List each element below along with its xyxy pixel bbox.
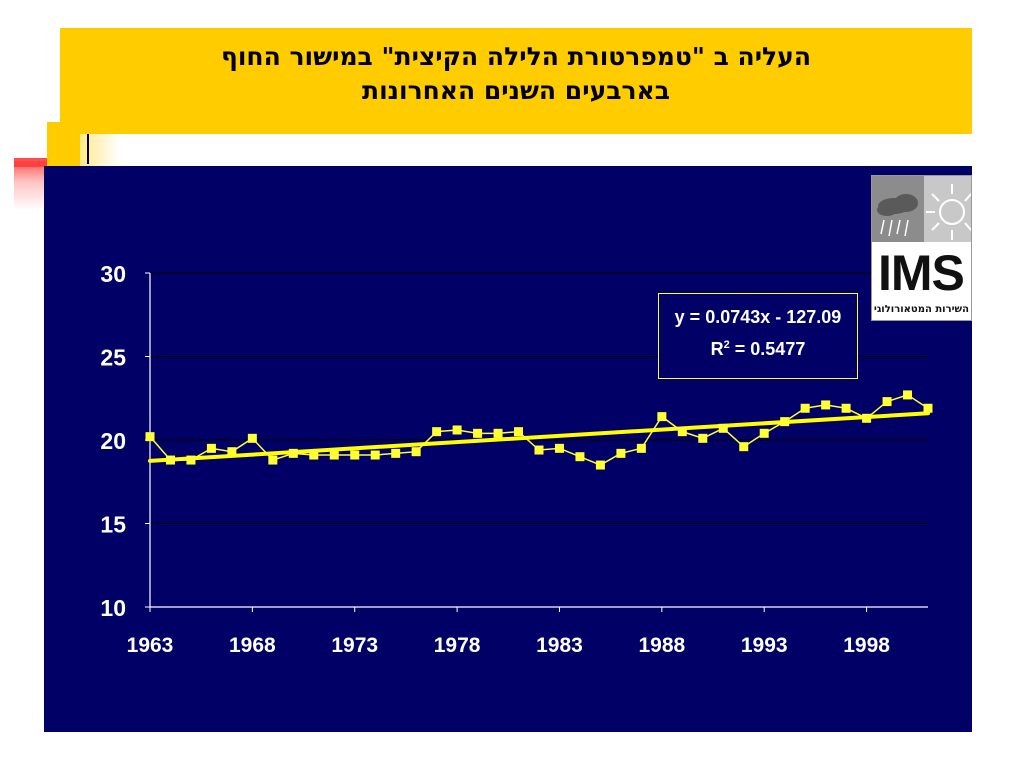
data-point-1978 — [452, 425, 462, 435]
data-point-1971 — [309, 450, 319, 460]
data-point-1986 — [616, 448, 626, 458]
data-point-1980 — [493, 428, 503, 438]
data-point-1963 — [145, 432, 155, 442]
data-point-1995 — [800, 403, 810, 413]
data-point-1987 — [636, 443, 646, 453]
data-point-1999 — [882, 397, 892, 407]
x-tick-label: 1978 — [434, 634, 481, 657]
data-point-1998 — [862, 413, 872, 423]
data-point-1974 — [370, 450, 380, 460]
data-point-1981 — [514, 427, 524, 437]
x-tick-label: 1973 — [331, 634, 378, 657]
data-point-1990 — [698, 433, 708, 443]
data-point-1967 — [227, 447, 237, 457]
data-point-1966 — [206, 443, 216, 453]
data-point-1979 — [473, 428, 483, 438]
regression-equation: y = 0.0743x - 127.09 — [674, 307, 842, 327]
weather-icon — [872, 176, 971, 242]
decorative-accent-fade — [80, 134, 120, 166]
data-point-1983 — [554, 443, 564, 453]
trendline — [148, 411, 930, 463]
data-point-1964 — [165, 455, 175, 465]
r-squared-value: = 0.5477 — [729, 339, 806, 359]
title-line-1: העליה ב "טמפרטורת הלילה הקיצית" במישור ה… — [220, 42, 811, 71]
x-tick-label: 1983 — [536, 634, 583, 657]
ims-logo: IMS השירות המטאורולוגי — [871, 175, 972, 321]
data-point-1997 — [841, 403, 851, 413]
data-point-1994 — [780, 417, 790, 427]
series-line — [149, 394, 929, 466]
r-squared-prefix: R — [710, 339, 724, 359]
data-point-1993 — [759, 428, 769, 438]
title-line-2: בארבעים השנים האחרונות — [362, 76, 670, 105]
decorative-accent-red-bar — [14, 161, 76, 167]
data-point-1992 — [739, 442, 749, 452]
x-tick-label: 1988 — [638, 634, 685, 657]
data-point-1989 — [677, 427, 687, 437]
data-point-2001 — [923, 403, 933, 413]
x-tick-label: 1998 — [843, 634, 890, 657]
data-point-1973 — [350, 450, 360, 460]
y-tick-label: 25 — [100, 345, 126, 371]
data-point-1976 — [411, 447, 421, 457]
slide-title: העליה ב "טמפרטורת הלילה הקיצית" במישור ה… — [60, 28, 972, 134]
x-tick-label: 1968 — [229, 634, 276, 657]
data-point-1996 — [821, 400, 831, 410]
logo-text: IMS — [878, 245, 965, 301]
data-point-1975 — [391, 448, 401, 458]
regression-equation-box: y = 0.0743x - 127.09 R2 = 0.5477 — [658, 293, 858, 379]
r-squared: R2 = 0.5477 — [659, 338, 857, 360]
data-point-1969 — [268, 455, 278, 465]
data-point-1982 — [534, 445, 544, 455]
chart-panel — [44, 166, 972, 732]
data-point-1985 — [595, 460, 605, 470]
y-tick-label: 10 — [100, 595, 126, 621]
data-point-2000 — [903, 390, 913, 400]
data-point-1965 — [186, 455, 196, 465]
data-point-1972 — [329, 450, 339, 460]
data-point-1977 — [432, 427, 442, 437]
decorative-accent-tick — [87, 134, 89, 164]
data-point-1970 — [288, 448, 298, 458]
data-point-1991 — [718, 423, 728, 433]
data-point-1988 — [657, 412, 667, 422]
data-point-1968 — [247, 433, 257, 443]
x-tick-label: 1963 — [127, 634, 174, 657]
y-tick-label: 30 — [100, 261, 126, 287]
logo-subtext: השירות המטאורולוגי — [873, 304, 969, 315]
r-squared-exponent: 2 — [723, 339, 730, 351]
decorative-accent-yellow — [47, 122, 80, 166]
data-point-1984 — [575, 452, 585, 462]
y-tick-label: 15 — [100, 512, 126, 538]
x-tick-label: 1993 — [741, 634, 788, 657]
y-tick-label: 20 — [100, 428, 126, 454]
